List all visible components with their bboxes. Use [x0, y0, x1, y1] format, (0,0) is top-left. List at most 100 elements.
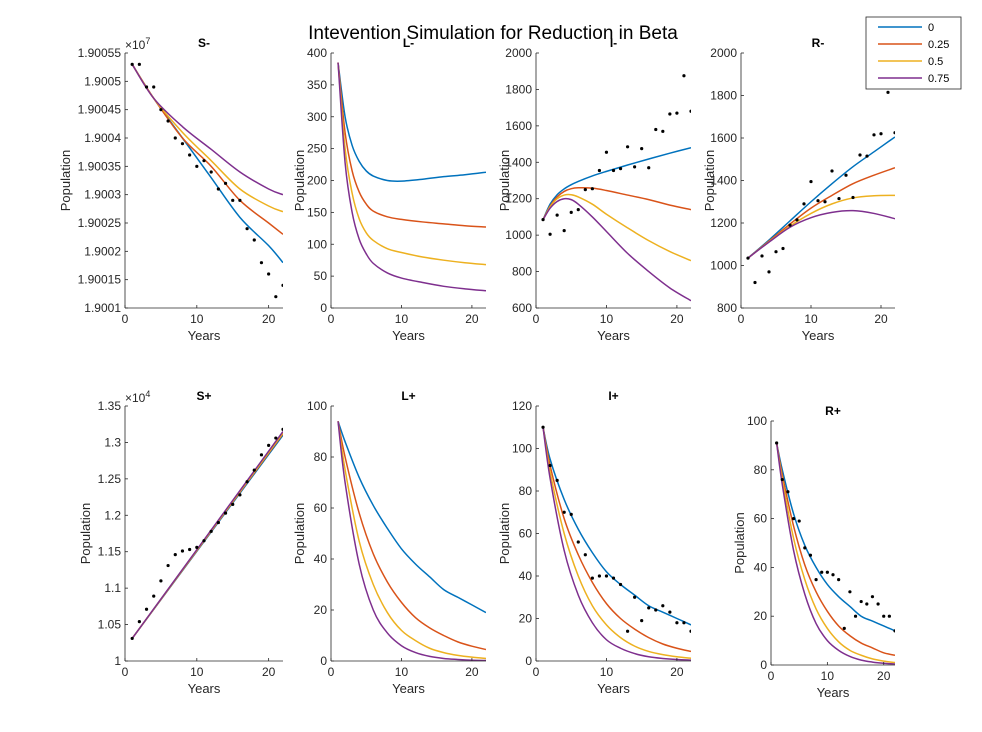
y-tick-label: 1400 [505, 155, 532, 169]
data-point [252, 468, 256, 472]
data-point [882, 614, 886, 618]
x-tick-label: 10 [190, 312, 204, 326]
series-line-0.25 [542, 427, 691, 653]
x-tick-label: 0 [533, 312, 540, 326]
x-tick-label: 20 [262, 665, 276, 679]
y-tick-label: 1.90045 [78, 103, 122, 117]
series-group [130, 62, 283, 299]
y-tick-label: 1200 [710, 216, 737, 230]
y-axis-label: Population [702, 150, 717, 211]
plot-area [741, 53, 895, 308]
y-tick-label: 350 [307, 78, 327, 92]
x-tick-label: 10 [821, 669, 835, 683]
y-axis-label: Population [292, 150, 307, 211]
data-point [152, 594, 156, 598]
x-tick-label: 0 [328, 665, 335, 679]
data-point [223, 511, 228, 515]
y-tick-label: 60 [519, 527, 533, 541]
data-point [209, 170, 213, 174]
data-point [689, 109, 691, 113]
x-tick-label: 10 [190, 665, 204, 679]
subplot-8: 0 10 20 0 20 40 60 80 100 R+ Years Population [732, 404, 895, 700]
y-tick-label: 20 [519, 612, 533, 626]
data-point [144, 85, 149, 89]
data-point [774, 250, 778, 254]
y-tick-label: 100 [512, 442, 532, 456]
y-tick-label: 600 [512, 301, 532, 315]
y-tick-label: 1.1 [104, 581, 121, 595]
series-line-0.75 [337, 62, 486, 292]
y-tick-label: 1.05 [98, 618, 122, 632]
series-line-0 [337, 62, 486, 183]
y-tick-label: 120 [512, 399, 532, 413]
y-tick-label: 40 [754, 560, 768, 574]
y-tick-label: 60 [754, 512, 768, 526]
data-point [788, 223, 792, 227]
data-point [195, 164, 199, 168]
y-tick-label: 0 [320, 301, 327, 315]
data-point [844, 173, 848, 177]
data-point [195, 545, 199, 549]
data-point [640, 619, 644, 623]
y-tick-label: 1.90025 [78, 216, 122, 230]
data-point [130, 62, 134, 66]
y-tick-label: 2000 [710, 46, 737, 60]
x-axis-label: Years [597, 681, 630, 696]
data-point [216, 187, 220, 191]
series-line-0 [542, 146, 691, 220]
data-point [583, 553, 587, 557]
y-tick-label: 1.9001 [84, 301, 121, 315]
data-point [879, 132, 883, 136]
data-point [760, 254, 764, 258]
series-line-0.75 [542, 427, 691, 661]
data-point [166, 119, 170, 123]
x-tick-label: 20 [465, 312, 479, 326]
subplot-title: R+ [825, 404, 841, 418]
y-axis-label: Population [732, 512, 747, 573]
data-point [144, 607, 149, 611]
data-point [202, 159, 206, 163]
data-point [797, 519, 801, 523]
data-point [590, 187, 594, 191]
data-point [654, 608, 658, 612]
data-point [661, 604, 665, 608]
data-point [618, 167, 623, 171]
data-point [152, 85, 156, 89]
data-point [281, 283, 283, 287]
y-tick-label: 1.35 [98, 399, 122, 413]
series-group [541, 74, 691, 302]
data-point [865, 602, 869, 606]
data-point [675, 621, 679, 625]
data-point [791, 517, 796, 521]
data-point [837, 196, 841, 201]
legend: 0 0.25 0.5 0.75 [865, 16, 962, 90]
y-tick-label: 800 [512, 265, 532, 279]
subplot-title: L- [403, 36, 414, 50]
data-point [541, 218, 545, 222]
series-line-0.25 [542, 186, 691, 221]
subplot-title: S+ [196, 389, 211, 403]
data-point [130, 636, 134, 641]
y-axis-label: Population [58, 150, 73, 211]
data-point [668, 610, 672, 614]
series-line-0.75 [542, 197, 691, 302]
data-point [267, 443, 271, 447]
data-point [259, 261, 264, 265]
x-tick-label: 20 [874, 312, 888, 326]
data-point [647, 166, 651, 170]
data-point [209, 529, 213, 533]
y-tick-label: 1.9002 [84, 244, 121, 258]
data-point [188, 547, 192, 552]
data-point [808, 553, 813, 557]
data-point [767, 270, 771, 274]
subplot-1: 0 10 20 1.9001 1.90015 1.9002 1.90025 1.9003 1.9… [58, 36, 283, 343]
data-point [633, 165, 637, 169]
y-tick-label: 1.9003 [84, 188, 121, 202]
series-line-0.25 [337, 421, 486, 651]
plot-area [125, 406, 283, 661]
data-point [661, 129, 665, 133]
data-point [780, 477, 784, 482]
series-line-0.75 [337, 421, 486, 661]
series-line-0.75 [775, 442, 895, 665]
